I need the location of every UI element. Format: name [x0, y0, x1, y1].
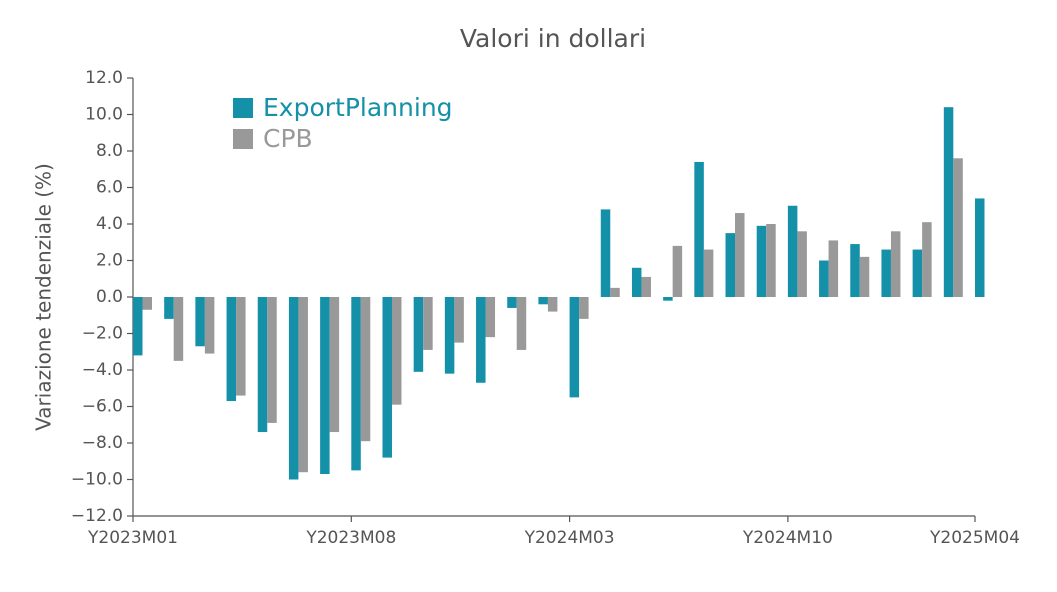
y-tick-label: 0.0	[96, 287, 123, 307]
bar	[859, 256, 870, 297]
bar	[819, 260, 829, 297]
y-tick-label: 10.0	[85, 105, 123, 125]
legend-label: ExportPlanning	[263, 93, 453, 122]
bar	[766, 224, 776, 297]
bar	[538, 297, 548, 305]
bar	[204, 297, 215, 354]
y-tick-label: −8.0	[82, 433, 123, 453]
bar	[610, 287, 620, 297]
x-tick-label: Y2023M01	[87, 528, 178, 548]
bar	[133, 297, 143, 356]
legend-swatch	[233, 98, 253, 118]
bar	[797, 231, 807, 297]
bar	[850, 244, 860, 297]
y-tick-label: 6.0	[96, 178, 123, 198]
y-axis-label: Variazione tendenziale (%)	[32, 163, 56, 431]
bar	[444, 297, 455, 374]
bar	[142, 297, 152, 310]
bar	[579, 297, 589, 319]
bar	[351, 297, 361, 471]
bar	[454, 297, 464, 343]
legend-swatch	[233, 129, 253, 149]
bar	[476, 297, 486, 383]
bar	[694, 161, 704, 297]
bar	[569, 297, 580, 398]
bar	[547, 297, 558, 312]
bar	[735, 213, 745, 297]
bar	[672, 245, 683, 297]
chart-title: Valori in dollari	[460, 24, 646, 53]
bar	[413, 297, 424, 372]
bar	[631, 267, 642, 297]
y-tick-label: −12.0	[71, 506, 123, 526]
bar	[288, 297, 299, 480]
bar	[912, 249, 923, 297]
bar	[890, 231, 901, 297]
y-tick-label: −10.0	[71, 470, 123, 490]
bar	[226, 297, 237, 402]
bar	[298, 297, 308, 473]
y-tick-label: −6.0	[82, 397, 123, 417]
y-tick-label: 4.0	[96, 214, 123, 234]
legend-label: CPB	[263, 124, 313, 153]
bar	[507, 297, 517, 308]
bar	[953, 158, 963, 297]
bar	[485, 297, 496, 338]
bar	[600, 209, 611, 297]
bar	[423, 297, 433, 350]
x-tick-label: Y2024M03	[524, 528, 615, 548]
y-tick-label: 12.0	[85, 68, 123, 88]
bar	[787, 205, 798, 297]
bar	[320, 297, 330, 475]
bar	[943, 107, 954, 297]
bar	[756, 225, 767, 297]
bar	[164, 297, 174, 319]
y-tick-label: 8.0	[96, 141, 123, 161]
bar	[391, 297, 402, 405]
bar	[922, 222, 932, 297]
bar	[267, 297, 277, 423]
x-tick-label: Y2024M10	[742, 528, 833, 548]
bar	[641, 276, 651, 297]
bar	[881, 249, 891, 297]
bar	[975, 198, 985, 297]
bar	[703, 249, 714, 297]
bar	[329, 297, 340, 433]
bar	[360, 297, 371, 442]
y-tick-label: −2.0	[82, 324, 123, 344]
x-tick-label: Y2023M08	[305, 528, 396, 548]
bar	[382, 297, 392, 458]
bar	[236, 297, 246, 396]
y-tick-label: −4.0	[82, 360, 123, 380]
bar	[257, 297, 268, 433]
bar	[725, 233, 736, 297]
bar	[663, 297, 673, 301]
bar	[828, 240, 839, 297]
bar	[195, 297, 205, 347]
bar	[173, 297, 184, 361]
y-tick-label: 2.0	[96, 251, 123, 271]
x-tick-label: Y2025M04	[929, 528, 1020, 548]
bar	[516, 297, 527, 350]
